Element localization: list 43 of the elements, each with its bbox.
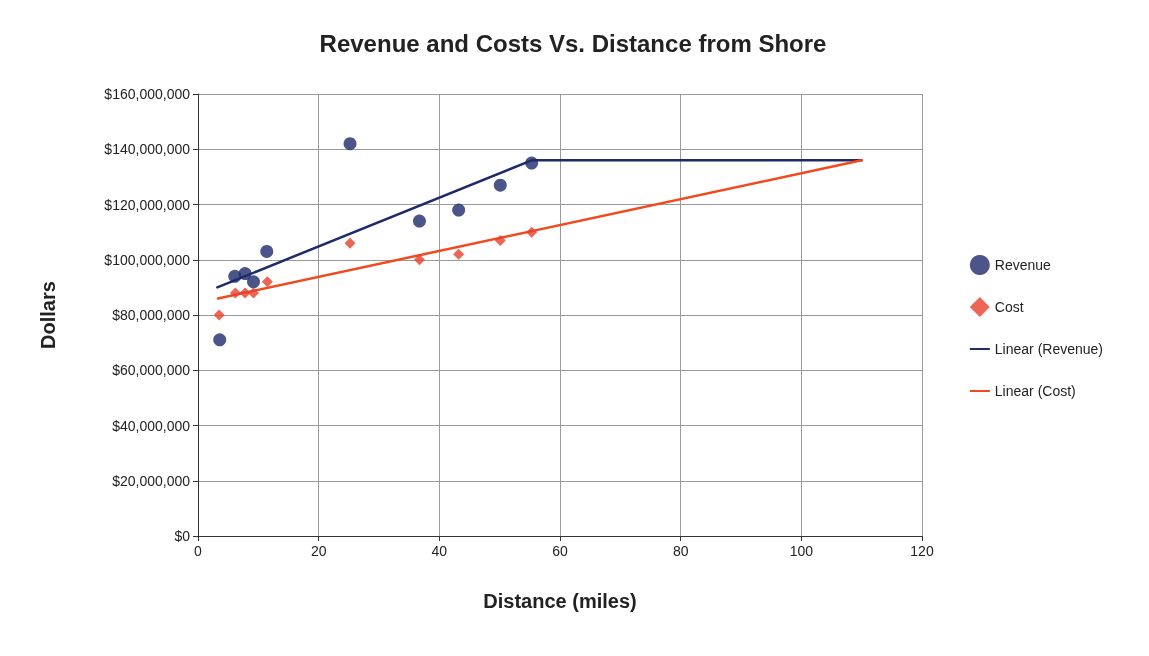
point xyxy=(228,269,242,283)
point xyxy=(343,137,357,151)
point xyxy=(525,156,539,170)
x-tick-label: 120 xyxy=(910,543,934,559)
y-axis-title: Dollars xyxy=(37,281,59,349)
point xyxy=(238,267,252,281)
x-tick-label: 20 xyxy=(310,543,327,559)
chart-title: Revenue and Costs Vs. Distance from Shore xyxy=(319,29,827,57)
x-tick-label: 80 xyxy=(672,543,689,559)
y-tick-label: $100,000,000 xyxy=(104,251,191,268)
y-tick-label: $60,000,000 xyxy=(112,362,191,379)
y-tick-label: $0 xyxy=(174,528,191,544)
x-tick-label: 0 xyxy=(194,543,203,559)
y-tick-label: $40,000,000 xyxy=(112,417,191,434)
x-tick-label: 100 xyxy=(789,543,814,559)
y-tick-label: $80,000,000 xyxy=(112,307,191,323)
point xyxy=(494,234,506,246)
point xyxy=(413,254,425,266)
point xyxy=(229,287,241,299)
point xyxy=(213,309,225,321)
point xyxy=(261,276,273,288)
y-tick-label: $120,000,000 xyxy=(104,196,191,213)
point xyxy=(453,248,465,260)
point xyxy=(412,214,426,228)
point xyxy=(248,287,260,299)
legend-label: Revenue xyxy=(994,257,1052,273)
legend-label: Linear (Revenue) xyxy=(994,341,1103,357)
x-tick-label: 40 xyxy=(431,543,448,559)
point xyxy=(260,244,274,258)
y-tick-label: $140,000,000 xyxy=(104,141,191,158)
y-tick-label: $160,000,000 xyxy=(104,86,191,102)
point xyxy=(344,237,356,249)
legend-label: Cost xyxy=(994,299,1024,315)
x-axis-title: Distance (miles) xyxy=(483,590,637,612)
point xyxy=(247,275,261,289)
point xyxy=(526,226,538,238)
point xyxy=(213,333,227,347)
point xyxy=(239,287,251,299)
legend-label: Linear (Cost) xyxy=(994,383,1076,399)
x-tick-label: 60 xyxy=(552,543,568,559)
point xyxy=(452,203,466,217)
y-tick-label: $20,000,000 xyxy=(112,472,191,489)
point xyxy=(493,178,507,192)
